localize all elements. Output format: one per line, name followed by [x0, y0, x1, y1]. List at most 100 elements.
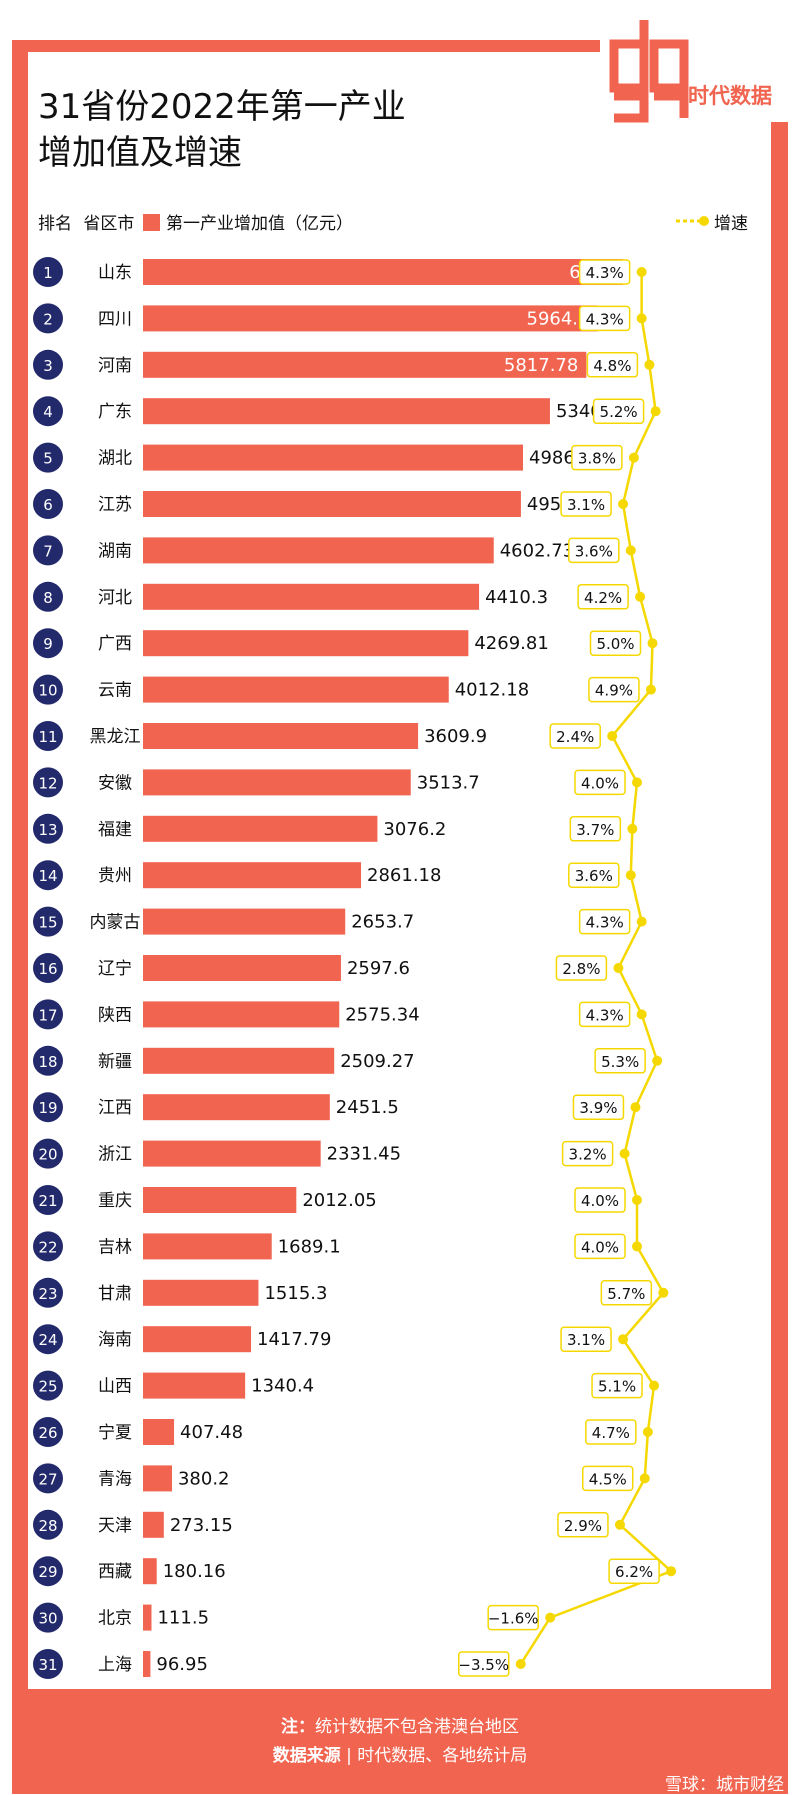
speed-label: 5.7%	[607, 1285, 645, 1303]
value-bar	[143, 723, 419, 749]
value-label: 2012.05	[302, 1190, 376, 1211]
region-name: 福建	[98, 820, 132, 840]
legend-speed-label: 增速	[714, 214, 748, 234]
region-name: 云南	[98, 681, 132, 701]
speed-label: 4.3%	[586, 1006, 624, 1024]
rank-badge	[33, 489, 63, 519]
value-bar	[143, 1604, 152, 1631]
speed-point	[614, 1519, 625, 1530]
speed-label: 3.2%	[569, 1146, 607, 1164]
speed-point	[627, 823, 638, 834]
speed-label-box	[588, 676, 640, 703]
header-region: 省区市	[83, 214, 135, 234]
speed-label: 4.5%	[589, 1470, 627, 1488]
value-bar	[143, 1187, 297, 1213]
speed-point	[636, 1009, 647, 1020]
value-label: 2597.6	[347, 958, 410, 979]
value-label: 407.48	[180, 1422, 243, 1443]
speed-point	[645, 684, 656, 695]
speed-label-box	[555, 955, 608, 981]
speed-label-box	[560, 1326, 612, 1352]
region-name: 重庆	[98, 1191, 132, 1211]
speed-label: 2.8%	[562, 960, 600, 978]
speed-label: 2.4%	[556, 728, 594, 746]
header-rank: 排名	[38, 214, 72, 234]
value-bar	[143, 676, 449, 703]
rank-badge	[33, 349, 63, 380]
speed-point	[642, 1427, 653, 1437]
region-name: 上海	[98, 1655, 132, 1675]
rank-badge	[33, 1277, 63, 1308]
speed-label: 5.2%	[600, 403, 638, 421]
value-label: 2331.45	[327, 1144, 401, 1165]
value-label: 5964.3	[527, 308, 590, 329]
rank-badge	[33, 1463, 63, 1494]
speed-point	[630, 1102, 641, 1113]
speed-point	[625, 870, 636, 881]
region-name: 湖南	[98, 541, 132, 561]
rank-number: 26	[38, 1424, 57, 1442]
rank-badge	[33, 1185, 63, 1215]
speed-label: 4.0%	[581, 774, 619, 792]
speed-label: 3.7%	[576, 821, 614, 839]
rank-badge	[33, 1417, 63, 1447]
rank-number: 2	[43, 310, 53, 328]
value-bar	[143, 1279, 259, 1306]
rank-number: 28	[38, 1517, 57, 1535]
value-label: 4410.3	[485, 587, 548, 608]
title-line-2: 增加值及增速	[38, 133, 242, 173]
speed-point	[632, 777, 642, 788]
note-label: 注：	[281, 1717, 315, 1737]
rank-number: 15	[38, 914, 57, 932]
rank-badge	[33, 1509, 63, 1540]
rank-badge	[33, 1602, 63, 1633]
speed-label-box	[589, 630, 642, 656]
speed-label-box	[608, 1558, 660, 1584]
speed-point	[607, 731, 618, 741]
value-bar	[143, 1140, 321, 1167]
speed-point	[644, 359, 655, 370]
region-name: 黑龙江	[90, 727, 141, 747]
value-label: 2653.7	[351, 912, 414, 933]
rank-number: 6	[43, 496, 53, 514]
rank-number: 20	[38, 1146, 57, 1164]
rank-badge	[33, 1324, 63, 1355]
region-name: 江苏	[98, 495, 132, 515]
speed-label: 4.0%	[581, 1238, 619, 1256]
region-name: 北京	[98, 1609, 132, 1629]
region-name: 山东	[98, 263, 132, 283]
speed-label: 4.0%	[581, 1192, 619, 1210]
region-name: 海南	[98, 1330, 132, 1350]
value-bar	[143, 908, 346, 935]
speed-label-box	[574, 769, 626, 796]
speed-label: 5.0%	[596, 635, 634, 653]
rank-number: 12	[38, 774, 57, 792]
value-label: 96.95	[156, 1654, 208, 1675]
value-bar	[143, 351, 587, 378]
rank-number: 13	[38, 821, 57, 839]
speed-point	[619, 1148, 630, 1159]
rank-number: 19	[38, 1099, 57, 1117]
speed-label-box	[557, 1512, 609, 1538]
rank-number: 8	[43, 589, 53, 607]
speed-label: −1.6%	[488, 1610, 539, 1628]
data-logo	[609, 20, 689, 123]
value-bar	[143, 491, 521, 517]
rank-badge	[33, 767, 63, 798]
speed-label-box	[578, 305, 631, 332]
speed-label-box	[568, 537, 620, 564]
value-label: 4012.18	[455, 680, 529, 701]
value-bar	[143, 583, 480, 610]
region-name: 青海	[98, 1469, 132, 1489]
source-separator: |	[346, 1746, 352, 1766]
speed-label-box	[578, 1001, 631, 1028]
value-bar	[143, 537, 494, 564]
speed-label: 2.9%	[564, 1517, 602, 1535]
rank-number: 29	[38, 1563, 57, 1581]
speed-point	[628, 452, 639, 463]
speed-label-box	[458, 1651, 510, 1677]
region-name: 贵州	[98, 866, 132, 886]
rank-badge	[33, 1370, 63, 1401]
rank-number: 25	[38, 1378, 57, 1396]
region-name: 甘肃	[98, 1284, 132, 1304]
